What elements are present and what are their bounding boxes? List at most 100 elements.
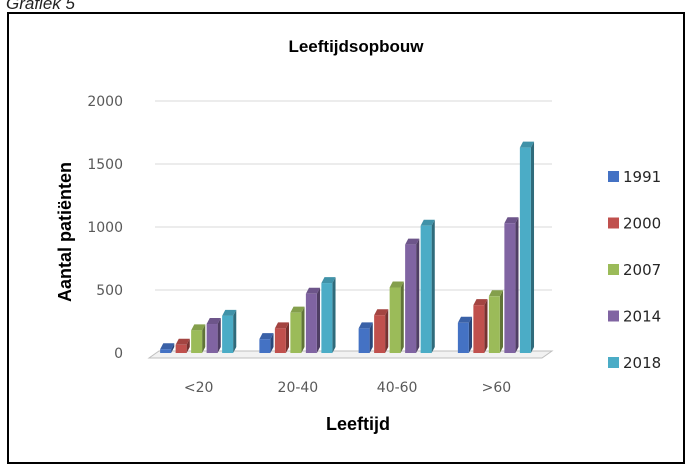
bar-2007-40-60 <box>389 281 404 353</box>
bar-front <box>358 328 370 353</box>
bar-side <box>332 277 336 353</box>
bar-2007-<20 <box>191 324 206 353</box>
bar-side <box>202 324 206 353</box>
bar-side <box>270 333 274 353</box>
bar-side <box>530 141 535 353</box>
bar-front <box>457 322 469 353</box>
bar-top <box>389 281 404 288</box>
bar-top <box>321 277 336 284</box>
bar-front <box>290 312 302 353</box>
bar-top <box>488 290 504 297</box>
bar-front <box>160 349 172 353</box>
bar-top <box>374 309 389 316</box>
bar-2014-20-40 <box>305 287 321 353</box>
bar-front <box>473 305 485 353</box>
bar-side <box>217 318 221 353</box>
bar-1991->60 <box>457 316 473 353</box>
bar-side <box>285 322 290 353</box>
bar-side <box>416 238 420 353</box>
legend-swatch <box>608 217 619 229</box>
figure-caption: Grafiek 5 <box>6 0 75 13</box>
legend-label: 2014 <box>623 308 661 326</box>
y-tick-label: 500 <box>96 283 123 299</box>
bar-front <box>259 339 271 353</box>
bar-front <box>222 315 234 353</box>
legend-label: 2018 <box>623 354 661 372</box>
chart-floor-plane <box>147 350 554 359</box>
bar-top <box>191 324 206 331</box>
bar-2014-40-60 <box>405 238 420 353</box>
bar-2014-<20 <box>206 318 221 353</box>
bar-front <box>374 315 386 353</box>
bar-side <box>316 287 321 353</box>
bar-side <box>186 338 190 353</box>
bar-side <box>301 306 305 353</box>
bar-front <box>274 328 286 353</box>
bar-top <box>420 219 435 226</box>
bar-2018-20-40 <box>321 277 336 353</box>
legend: 1991 2000 2007 2014 2018 <box>608 168 661 372</box>
bar-front <box>175 344 187 353</box>
bar-side <box>499 290 504 353</box>
bar-1991-40-60 <box>358 322 373 353</box>
bar-front <box>405 244 417 353</box>
bar-top <box>504 217 519 224</box>
bar-top <box>206 318 221 325</box>
legend-swatch <box>608 310 619 322</box>
bar-side <box>369 322 373 353</box>
legend-swatch <box>608 264 619 275</box>
bar-top <box>160 343 175 350</box>
bars <box>160 141 535 353</box>
bar-2000->60 <box>473 299 488 353</box>
bar-side <box>171 343 175 353</box>
chart-title: Leeftijdsopbouw <box>288 37 424 56</box>
bar-top <box>457 316 473 323</box>
bar-2000-<20 <box>175 338 190 353</box>
bar-2018-<20 <box>222 309 237 353</box>
x-tick-label: >60 <box>482 380 512 396</box>
bar-side <box>468 316 473 353</box>
bar-top <box>358 322 373 329</box>
bar-front <box>305 293 317 353</box>
bar-front <box>420 225 432 353</box>
bar-top <box>175 338 190 345</box>
bar-front <box>389 287 401 353</box>
bar-front <box>488 296 500 353</box>
y-tick-labels: 0 500 1000 1500 2000 <box>87 94 123 362</box>
bar-2014->60 <box>504 217 519 353</box>
chart-floor <box>147 350 554 359</box>
bar-2007-20-40 <box>290 306 305 353</box>
y-tick-label: 1000 <box>87 220 123 236</box>
bar-side <box>484 299 488 353</box>
y-tick-label: 0 <box>114 346 123 362</box>
y-axis-title: Aantal patiënten <box>55 162 75 302</box>
chart-frame <box>7 12 685 464</box>
bar-top <box>222 309 237 316</box>
x-tick-label: 40-60 <box>377 380 418 396</box>
bar-1991-20-40 <box>259 333 274 353</box>
bar-front <box>191 330 203 353</box>
bar-top <box>405 238 420 245</box>
x-tick-label: <20 <box>184 380 214 396</box>
x-axis-title: Leeftijd <box>326 414 390 434</box>
bar-front <box>206 324 218 353</box>
legend-label: 1991 <box>623 168 661 186</box>
bar-1991-<20 <box>160 343 175 353</box>
bar-2018-40-60 <box>420 219 435 353</box>
gridlines <box>155 100 552 291</box>
y-tick-label: 1500 <box>87 157 123 173</box>
bar-top <box>305 287 321 294</box>
x-tick-label: 20-40 <box>278 380 319 396</box>
bar-top <box>290 306 305 313</box>
x-tick-labels: <20 20-40 40-60 >60 <box>184 380 511 396</box>
bar-2000-40-60 <box>374 309 389 353</box>
bar-top <box>274 322 290 329</box>
bar-side <box>233 309 237 353</box>
bar-side <box>431 219 435 353</box>
legend-swatch <box>608 357 619 368</box>
bar-side <box>515 217 519 353</box>
y-tick-label: 2000 <box>87 94 123 110</box>
bar-top <box>519 141 535 148</box>
legend-swatch <box>608 171 619 182</box>
